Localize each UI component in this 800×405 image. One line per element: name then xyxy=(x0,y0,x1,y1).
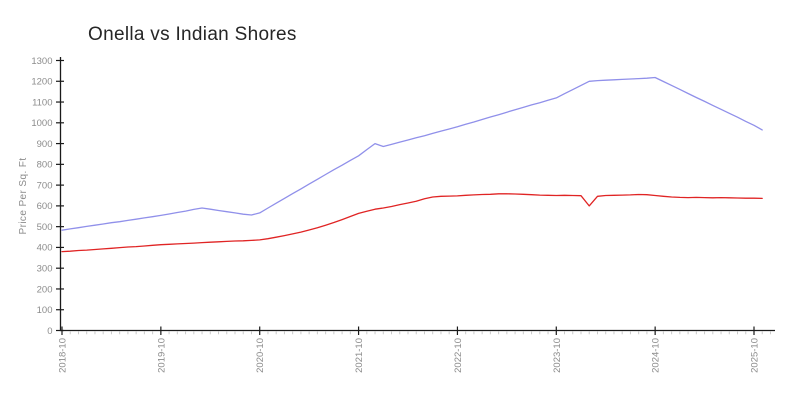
axes xyxy=(59,57,775,332)
y-tick-label: 300 xyxy=(37,263,53,274)
series-line-indian-shores xyxy=(61,193,763,253)
series-line-onella xyxy=(61,76,763,231)
chart-title: Onella vs Indian Shores xyxy=(88,24,297,45)
y-tick-label: 700 xyxy=(37,180,53,191)
y-tick-label: 1300 xyxy=(31,56,52,67)
x-tick-label: 2023-10 xyxy=(552,338,563,373)
y-tick-label: 600 xyxy=(37,201,53,212)
y-tick-label: 200 xyxy=(37,284,53,295)
x-tick-label: 2021-10 xyxy=(354,338,365,373)
y-tick-label: 100 xyxy=(37,305,53,316)
y-tick-label: 1000 xyxy=(31,118,52,129)
x-tick-label: 2019-10 xyxy=(156,338,167,373)
y-axis-ticks: 0 100 200 300 400 500 600 700 800 900 1000 1100 1200… xyxy=(31,56,64,337)
y-tick-label: 500 xyxy=(37,222,53,233)
y-tick-label: 1100 xyxy=(32,97,52,108)
y-axis-label: Price Per Sq. Ft xyxy=(18,158,29,235)
x-tick-label: 2022-10 xyxy=(453,338,464,373)
x-tick-label: 2024-10 xyxy=(651,338,662,373)
x-tick-label: 2020-10 xyxy=(255,338,266,373)
y-tick-label: 0 xyxy=(47,326,52,337)
y-tick-label: 800 xyxy=(37,160,53,171)
x-axis-ticks: 2018-10 2019-10 2020-10 2021-10 2022-10 2023-… xyxy=(58,326,771,373)
data-series-lines xyxy=(61,76,763,253)
y-tick-label: 400 xyxy=(37,243,53,254)
x-tick-label: 2018-10 xyxy=(58,338,69,373)
y-tick-label: 1200 xyxy=(31,77,52,88)
y-tick-label: 900 xyxy=(37,139,53,150)
x-tick-label: 2025-10 xyxy=(750,338,761,373)
